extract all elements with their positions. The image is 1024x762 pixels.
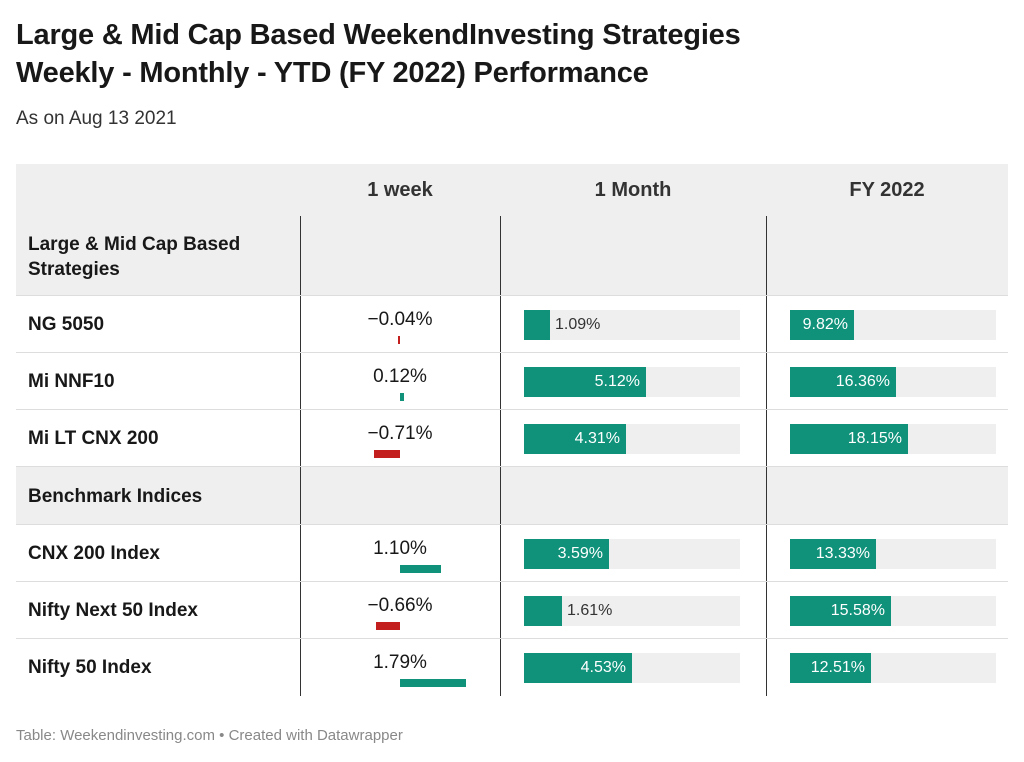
column-divider bbox=[766, 216, 767, 295]
column-divider bbox=[300, 353, 301, 409]
table-row: Nifty 50 Index 1.79% 4.53% 12.51% bbox=[16, 639, 1008, 696]
fy-value: 12.51% bbox=[810, 659, 865, 676]
column-divider bbox=[766, 582, 767, 638]
month-bar-track: 5.12% bbox=[524, 367, 740, 397]
week-bar bbox=[400, 393, 404, 401]
fy-bar bbox=[790, 539, 876, 569]
row-name: Mi NNF10 bbox=[28, 371, 115, 392]
column-header-1-month: 1 Month bbox=[594, 179, 672, 201]
table-row: Mi NNF10 0.12% 5.12% 16.36% bbox=[16, 353, 1008, 410]
table-row: NG 5050 −0.04% 1.09% 9.82% bbox=[16, 296, 1008, 353]
week-value: 1.10% bbox=[373, 538, 427, 559]
column-divider bbox=[300, 296, 301, 352]
fy-bar bbox=[790, 367, 896, 397]
column-divider bbox=[300, 582, 301, 638]
month-bar bbox=[524, 424, 626, 454]
fy-value: 18.15% bbox=[847, 430, 902, 447]
week-value: −0.04% bbox=[367, 309, 433, 330]
fy-value: 16.36% bbox=[835, 373, 890, 390]
column-divider bbox=[500, 353, 501, 409]
title-line-2: Weekly - Monthly - YTD (FY 2022) Perform… bbox=[16, 57, 649, 89]
column-divider bbox=[766, 467, 767, 524]
table-row: Nifty Next 50 Index −0.66% 1.61% 15.58% bbox=[16, 582, 1008, 639]
chart-subtitle: As on Aug 13 2021 bbox=[16, 108, 177, 129]
column-divider bbox=[766, 525, 767, 581]
fy-value: 13.33% bbox=[815, 545, 870, 562]
row-name: Mi LT CNX 200 bbox=[28, 428, 159, 449]
column-divider bbox=[766, 639, 767, 696]
fy-value: 9.82% bbox=[802, 316, 848, 333]
row-name: CNX 200 Index bbox=[28, 543, 160, 564]
column-divider bbox=[500, 467, 501, 524]
fy-bar bbox=[790, 596, 891, 626]
chart-title: Large & Mid Cap Based WeekendInvesting S… bbox=[16, 16, 741, 92]
month-bar-track: 4.31% bbox=[524, 424, 740, 454]
month-bar bbox=[524, 539, 609, 569]
month-value: 1.61% bbox=[567, 602, 613, 619]
column-divider bbox=[500, 639, 501, 696]
week-bar bbox=[398, 336, 400, 344]
group-label: Large & Mid Cap Based Strategies bbox=[28, 234, 241, 280]
group-header-row: Benchmark Indices bbox=[16, 467, 1008, 525]
fy-bar-track: 12.51% bbox=[790, 653, 996, 683]
fy-bar-track: 18.15% bbox=[790, 424, 996, 454]
month-bar-track: 3.59% bbox=[524, 539, 740, 569]
week-bar bbox=[400, 679, 466, 687]
month-value: 1.09% bbox=[555, 316, 601, 333]
week-value: −0.71% bbox=[367, 423, 433, 444]
column-divider bbox=[766, 410, 767, 466]
month-value: 3.59% bbox=[557, 545, 603, 562]
column-divider bbox=[300, 410, 301, 466]
column-divider bbox=[300, 525, 301, 581]
column-divider bbox=[500, 582, 501, 638]
week-value: −0.66% bbox=[367, 595, 433, 616]
week-bar bbox=[374, 450, 400, 458]
column-divider bbox=[500, 296, 501, 352]
week-bar bbox=[400, 565, 441, 573]
table-header: 1 week 1 Month FY 2022 bbox=[16, 164, 1008, 216]
table-row: CNX 200 Index 1.10% 3.59% 13.33% bbox=[16, 525, 1008, 582]
title-line-1: Large & Mid Cap Based WeekendInvesting S… bbox=[16, 19, 741, 51]
column-header-fy-2022: FY 2022 bbox=[849, 179, 925, 201]
performance-table: 1 week 1 Month FY 2022 Large & Mid Cap B… bbox=[16, 164, 1008, 696]
fy-bar bbox=[790, 653, 871, 683]
month-value: 4.31% bbox=[574, 430, 620, 447]
table-row: Mi LT CNX 200 −0.71% 4.31% 18.15% bbox=[16, 410, 1008, 467]
month-bar bbox=[524, 367, 646, 397]
fy-bar bbox=[790, 310, 854, 340]
month-bar-track: 1.09% bbox=[524, 310, 740, 340]
row-name: Nifty 50 Index bbox=[28, 657, 152, 678]
column-divider bbox=[766, 353, 767, 409]
month-bar-track: 1.61% bbox=[524, 596, 740, 626]
table-body: Large & Mid Cap Based Strategies NG 5050 −… bbox=[16, 216, 1008, 696]
fy-bar-track: 9.82% bbox=[790, 310, 996, 340]
month-bar bbox=[524, 653, 632, 683]
column-divider bbox=[500, 410, 501, 466]
month-value: 5.12% bbox=[594, 373, 640, 390]
month-bar bbox=[524, 310, 550, 340]
week-value: 1.79% bbox=[373, 652, 427, 673]
column-divider bbox=[500, 216, 501, 295]
week-value: 0.12% bbox=[373, 366, 427, 387]
fy-bar-track: 15.58% bbox=[790, 596, 996, 626]
fy-bar-track: 13.33% bbox=[790, 539, 996, 569]
column-header-1-week: 1 week bbox=[367, 179, 433, 201]
fy-value: 15.58% bbox=[830, 602, 885, 619]
fy-bar-track: 16.36% bbox=[790, 367, 996, 397]
row-name: Nifty Next 50 Index bbox=[28, 600, 198, 621]
month-bar bbox=[524, 596, 562, 626]
month-value: 4.53% bbox=[580, 659, 626, 676]
week-bar bbox=[376, 622, 400, 630]
fy-bar bbox=[790, 424, 908, 454]
column-divider bbox=[766, 296, 767, 352]
column-divider bbox=[300, 639, 301, 696]
column-divider bbox=[500, 525, 501, 581]
group-label: Benchmark Indices bbox=[28, 486, 203, 507]
footer-credit: Table: Weekendinvesting.com • Created wi… bbox=[16, 727, 403, 744]
group-header-row: Large & Mid Cap Based Strategies bbox=[16, 216, 1008, 296]
row-name: NG 5050 bbox=[28, 314, 105, 335]
column-divider bbox=[300, 467, 301, 524]
column-divider bbox=[300, 216, 301, 295]
month-bar-track: 4.53% bbox=[524, 653, 740, 683]
